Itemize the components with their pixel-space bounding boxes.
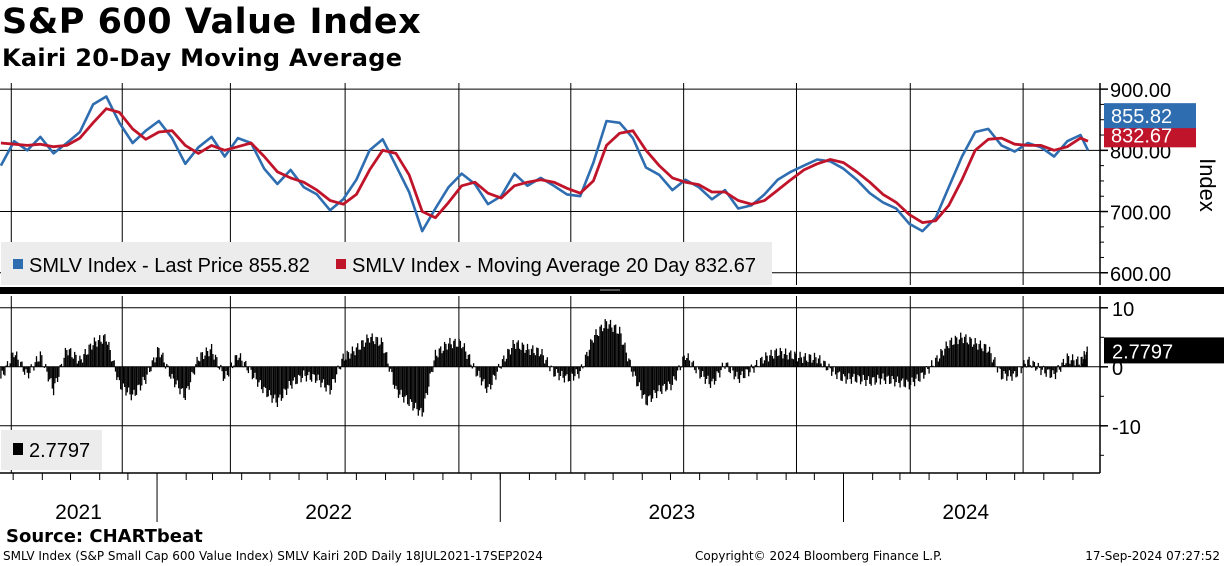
kairi-last-label-text: 2.7797 [1112,341,1173,363]
source-note: Source: CHARTbeat [6,526,203,547]
price-legend-bg [1,242,772,285]
price-series-line [0,95,1090,233]
x-year-label: 2023 [649,501,696,524]
kairi-panel: 10 0 -10 2.7797 2.7797 [0,296,1224,473]
footer-copyright: Copyright© 2024 Bloomberg Finance L.P. [695,549,943,563]
footer-description: SMLV Index (S&P Small Cap 600 Value Inde… [3,549,543,563]
kairi-legend-swatch [13,443,23,455]
x-year-label: 2024 [942,501,989,524]
x-axis: 2021 2022 2023 2024 [0,287,1224,524]
kairi-legend-label: 2.7797 [29,440,90,462]
chart-subtitle: Kairi 20-Day Moving Average [2,44,403,72]
legend-swatch-price [13,259,23,269]
price-last-label-box [1104,103,1196,129]
kairi-tick-label: 0 [1112,358,1123,380]
legend-label-price: SMLV Index - Last Price 855.82 [29,255,310,277]
x-year-label: 2022 [305,501,352,524]
kairi-last-label-box [1104,337,1224,364]
kairi-legend: 2.7797 [1,430,102,470]
footer-timestamp: 17-Sep-2024 07:27:52 [1085,549,1220,563]
price-axis-label: Index [1195,158,1220,212]
moving-average-line [0,107,1089,224]
legend-swatch-ma [336,259,346,269]
kairi-last-label: 2.7797 [1104,337,1224,364]
ma-last-label: 832.67 [1104,125,1196,148]
kairi-tick-label: 10 [1112,299,1134,321]
price-legend: SMLV Index - Last Price 855.82 SMLV Index… [1,242,772,285]
x-year-label: 2021 [55,501,102,524]
ma-last-label-box [1104,125,1196,148]
price-last-label: 855.82 [1104,103,1196,129]
legend-label-ma: SMLV Index - Moving Average 20 Day 832.6… [352,255,756,277]
price-tick-label: 700.00 [1110,203,1171,225]
price-tick-label: 600.00 [1110,264,1171,286]
ma-last-label-text: 832.67 [1111,125,1172,147]
kairi-tick-label: -10 [1112,417,1141,439]
price-last-label-text: 855.82 [1111,106,1172,128]
price-tick-label: 900.00 [1110,80,1171,102]
chart-title: S&P 600 Value Index [2,2,422,42]
price-panel: 600.00700.00800.00900.00Index832.67855.8… [0,80,1220,286]
